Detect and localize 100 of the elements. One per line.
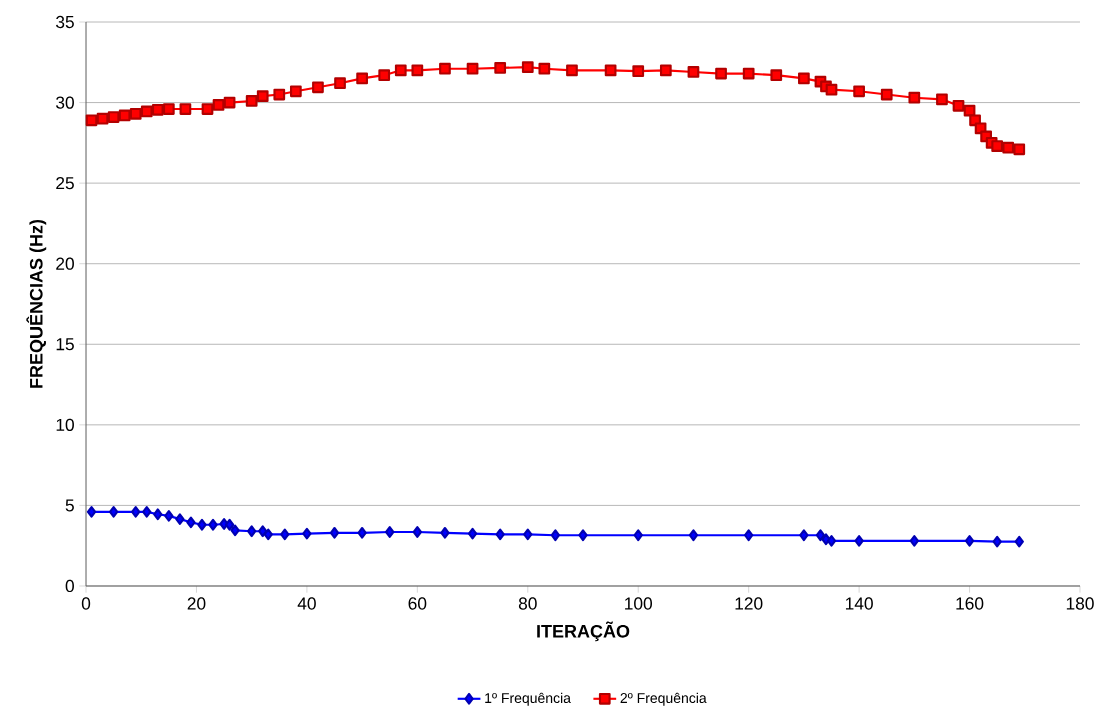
point [853, 85, 865, 98]
y-axis-title: FREQUÊNCIAS (Hz) [26, 219, 47, 388]
point [164, 510, 174, 522]
x-tick-label: 80 [518, 597, 537, 610]
point [131, 505, 141, 518]
point [815, 529, 826, 542]
point [742, 67, 755, 80]
point [744, 529, 754, 542]
point [992, 535, 1002, 548]
point [179, 103, 192, 115]
point [273, 88, 286, 101]
legend-label: 2º Frequência [620, 692, 707, 706]
point [129, 107, 142, 120]
point [186, 516, 196, 529]
y-tick-label: 10 [56, 418, 74, 431]
point [964, 535, 975, 547]
point [632, 65, 645, 78]
point [1014, 535, 1024, 548]
point [357, 526, 367, 539]
point [96, 112, 109, 125]
point [247, 525, 257, 538]
point [151, 103, 164, 116]
point [633, 529, 643, 542]
point [798, 72, 810, 85]
y-tick-label: 0 [65, 579, 74, 593]
x-tick-label: 60 [408, 597, 427, 610]
point [175, 513, 185, 525]
y-tick-label: 25 [56, 177, 74, 190]
point [825, 83, 838, 96]
legend-label: 1º Frequência [485, 692, 571, 706]
x-tick-label: 20 [187, 597, 206, 610]
x-tick-label: 140 [845, 597, 873, 610]
point [991, 140, 1004, 152]
point [799, 529, 809, 542]
point [495, 528, 505, 541]
x-tick-label: 180 [1066, 597, 1094, 610]
point [378, 69, 391, 82]
y-tick-label: 5 [65, 499, 74, 512]
point [952, 99, 965, 112]
point [197, 518, 207, 531]
x-tick-label: 100 [625, 597, 653, 610]
point [687, 66, 700, 78]
point [1013, 143, 1026, 156]
point [908, 91, 921, 104]
point [289, 85, 302, 98]
point [826, 535, 837, 547]
point [142, 505, 152, 518]
point [439, 62, 451, 75]
x-tick-label: 40 [297, 597, 316, 610]
point [230, 524, 240, 537]
point [302, 527, 312, 540]
point [936, 93, 948, 106]
point [85, 114, 98, 127]
point [523, 528, 533, 541]
point [223, 96, 236, 109]
point [212, 99, 225, 111]
point [550, 529, 561, 542]
point [466, 62, 479, 75]
point [494, 62, 507, 74]
point [86, 505, 97, 518]
point [770, 69, 783, 82]
y-tick-label: 20 [56, 257, 74, 270]
point [385, 526, 395, 538]
point [909, 535, 919, 547]
point [880, 88, 893, 101]
point [153, 508, 163, 521]
point [411, 64, 424, 77]
point [566, 64, 578, 77]
point [1002, 141, 1015, 154]
point [659, 64, 672, 77]
x-tick-label: 160 [956, 597, 984, 610]
point [688, 529, 699, 542]
point [312, 81, 324, 94]
point [258, 525, 268, 538]
point [467, 527, 478, 540]
point [329, 526, 340, 539]
point [224, 518, 235, 531]
x-axis-title: ITERAÇÃO [537, 621, 630, 642]
point [208, 518, 218, 531]
point [263, 528, 273, 541]
x-tick-label: 0 [81, 597, 91, 610]
point [201, 103, 214, 115]
point [715, 67, 727, 80]
point [108, 505, 119, 518]
point [140, 105, 153, 118]
y-tick-label: 15 [56, 338, 74, 351]
point [604, 64, 617, 77]
point [280, 528, 290, 541]
point [521, 61, 534, 73]
point [334, 77, 346, 90]
point [245, 95, 258, 107]
point [118, 109, 131, 122]
point [162, 103, 175, 115]
point [394, 64, 407, 77]
y-tick-label: 35 [56, 15, 74, 29]
point [538, 62, 551, 75]
point [356, 72, 368, 85]
point [107, 111, 120, 123]
point [256, 90, 269, 102]
y-tick-label: 30 [56, 96, 74, 109]
